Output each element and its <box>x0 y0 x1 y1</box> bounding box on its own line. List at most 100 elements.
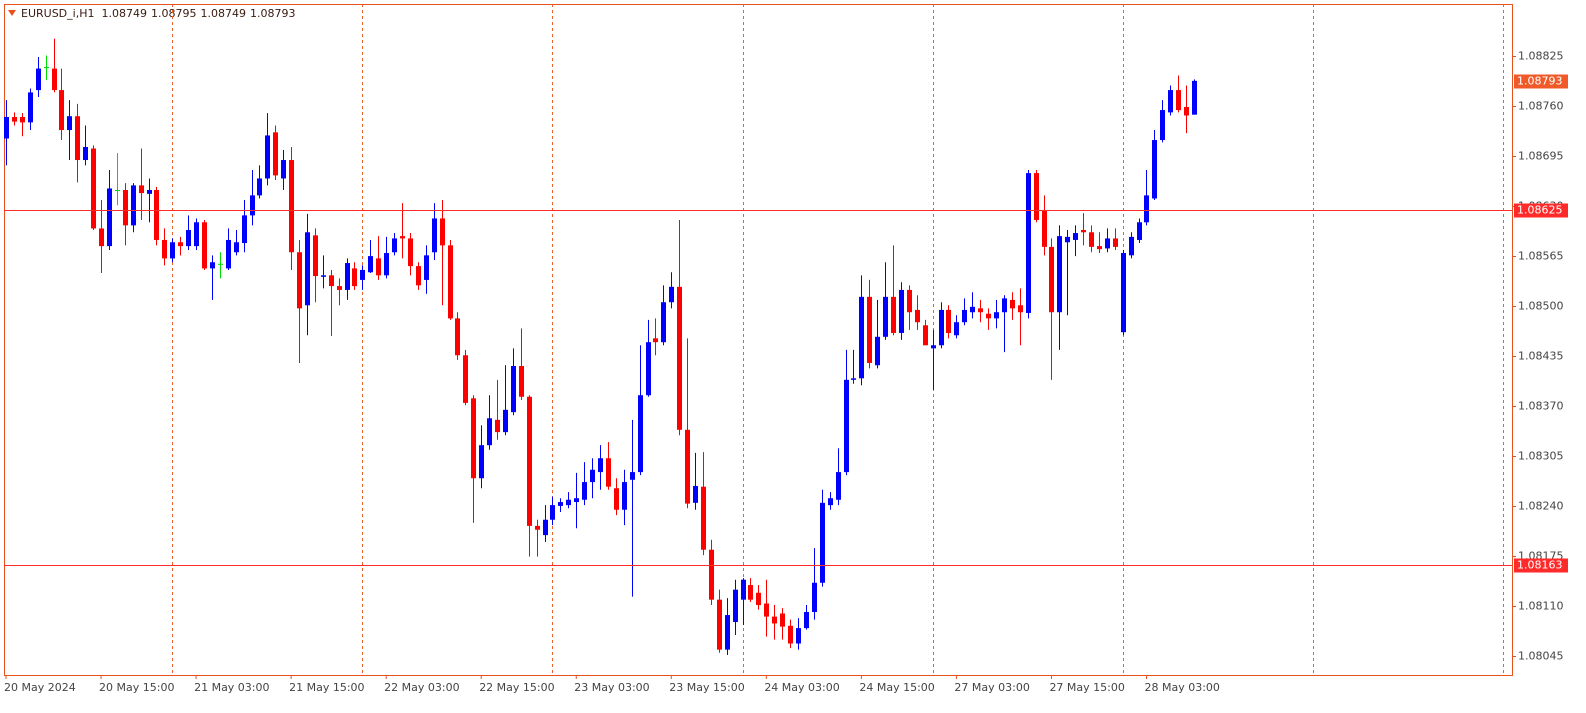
candle-body <box>1057 236 1062 313</box>
x-tick-label: 22 May 03:00 <box>384 681 459 694</box>
candle-body <box>1168 90 1173 113</box>
candle-body <box>107 188 112 247</box>
candle-body <box>273 132 278 176</box>
candle-body <box>154 190 159 240</box>
y-tick-label: 1.08695 <box>1518 150 1564 163</box>
candle-body <box>400 236 405 239</box>
header-close: 1.08793 <box>250 7 296 20</box>
candle-body <box>756 592 761 606</box>
candle-body <box>52 68 57 91</box>
candle-body <box>1049 246 1054 313</box>
candle-body <box>1152 140 1157 199</box>
candle-body <box>764 603 769 617</box>
candle-body <box>590 469 595 483</box>
candle-body <box>416 266 421 286</box>
candle-body <box>91 148 96 229</box>
y-tick-label: 1.08825 <box>1518 50 1564 63</box>
candle-body <box>622 482 627 510</box>
candle-body <box>566 499 571 506</box>
candle-body <box>250 195 255 216</box>
candle-body <box>796 628 801 644</box>
candle-body <box>574 498 579 503</box>
candle-body <box>352 268 357 287</box>
candle-body <box>257 178 262 196</box>
candle-body <box>535 525 540 530</box>
candle-body <box>978 308 983 313</box>
candle-body <box>242 215 247 244</box>
candle-body <box>234 242 239 253</box>
candle-body <box>693 485 698 503</box>
x-tick-label: 21 May 15:00 <box>289 681 364 694</box>
candle-body <box>511 366 516 413</box>
candle-body <box>218 263 223 265</box>
candle-body <box>360 269 365 280</box>
candle-body <box>455 318 460 356</box>
candle-body <box>543 519 548 536</box>
candle-body <box>265 135 270 179</box>
candle-body <box>131 185 136 226</box>
candle-body <box>669 286 674 303</box>
hline-label-bg <box>1514 558 1568 573</box>
candle-body <box>448 245 453 319</box>
candle-body <box>463 355 468 403</box>
candle-body <box>424 255 429 280</box>
candle-body <box>1073 233 1078 240</box>
y-tick-label: 1.08370 <box>1518 400 1564 413</box>
candle-body <box>321 275 326 277</box>
candle-body <box>1192 80 1197 115</box>
y-tick-label: 1.08565 <box>1518 250 1564 263</box>
candle-body <box>851 378 856 380</box>
x-tick-label: 22 May 15:00 <box>479 681 554 694</box>
candle-body <box>820 502 825 583</box>
candle-body <box>4 116 9 139</box>
candle-body <box>123 190 128 226</box>
candle-body <box>638 395 643 473</box>
candle-body <box>376 258 381 276</box>
candle-body <box>226 239 231 269</box>
candle-body <box>1034 173 1039 220</box>
candle-body <box>345 263 350 290</box>
candle-body <box>1097 246 1102 250</box>
price-label-bg <box>1514 74 1568 89</box>
candle-body <box>558 502 563 506</box>
hline-label: 1.08163 <box>1517 559 1563 572</box>
candle-body <box>962 309 967 323</box>
candle-body <box>1042 209 1047 247</box>
candle-body <box>812 582 817 612</box>
candle-body <box>99 228 104 247</box>
candle-body <box>646 342 651 396</box>
y-tick-label: 1.08110 <box>1518 600 1564 613</box>
candle-body <box>677 286 682 430</box>
collapse-arrow[interactable] <box>8 10 16 16</box>
candle-body <box>994 312 999 319</box>
candle-body <box>1113 238 1118 247</box>
candle-body <box>788 625 793 644</box>
candle-body <box>931 345 936 349</box>
candle-body <box>44 67 49 69</box>
candle-body <box>725 615 730 650</box>
candle-body <box>582 482 587 500</box>
candle-body <box>653 338 658 343</box>
candle-body <box>178 242 183 247</box>
candle-body <box>939 309 944 346</box>
header-low: 1.08749 <box>200 7 246 20</box>
candle-body <box>479 445 484 479</box>
candle-body <box>59 90 64 131</box>
candle-body <box>867 296 872 363</box>
candle-body <box>891 296 896 333</box>
candle-body <box>1065 236 1070 243</box>
candle-body <box>709 549 714 600</box>
candle-body <box>804 611 809 629</box>
price-label: 1.08793 <box>1517 75 1563 88</box>
candle-body <box>1129 236 1134 256</box>
candle-body <box>495 419 500 433</box>
x-tick-label: 27 May 03:00 <box>954 681 1029 694</box>
candle-body <box>329 275 334 287</box>
candle-body <box>550 505 555 520</box>
hline-label-bg <box>1514 203 1568 218</box>
candle-body <box>923 325 928 346</box>
candle-body <box>1089 232 1094 247</box>
